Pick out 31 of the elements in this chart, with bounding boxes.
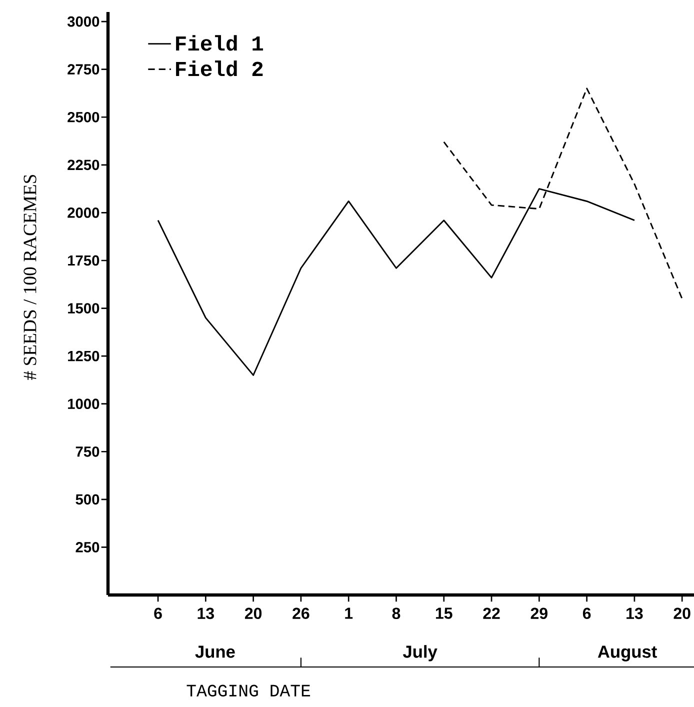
x-tick-label: 1 — [345, 608, 353, 619]
y-tick-label: 3000 — [67, 16, 100, 27]
x-tick-label: 26 — [292, 608, 310, 620]
text: June — [195, 646, 235, 658]
y-tick-label: 1500 — [68, 303, 100, 314]
x-axis-title: TAGGING DATE — [186, 684, 310, 696]
x-tick-label: 20 — [244, 608, 262, 620]
x-tick-label: 15 — [436, 608, 452, 619]
x-tick-label: 29 — [530, 608, 548, 620]
y-tick-label: 2250 — [68, 160, 100, 170]
y-axis-title: # SEEDS / 100 RACEMES — [24, 174, 36, 380]
x-tick-label: 8 — [392, 608, 400, 620]
y-tick-label: 750 — [76, 446, 100, 457]
x-tick-label: 22 — [483, 608, 500, 619]
y-tick-label: 1750 — [68, 255, 100, 266]
y-tick-label: 2000 — [68, 208, 100, 218]
text: July — [402, 645, 438, 662]
legend-label: Field 2 — [176, 60, 263, 76]
x-tick-label: 20 — [674, 608, 690, 620]
x-tick-label: 13 — [626, 608, 643, 620]
y-tick-label: 250 — [76, 542, 100, 552]
x-tick-label: 13 — [198, 608, 214, 620]
x-tick-label: 6 — [154, 608, 162, 620]
y-tick-label: 500 — [76, 494, 100, 505]
legend-label: Field 1 — [176, 35, 264, 51]
y-tick-label: 1000 — [68, 398, 100, 410]
y-tick-label: 1250 — [68, 350, 100, 362]
y-tick-label: 2500 — [68, 112, 100, 122]
x-tick-label: 6 — [582, 608, 591, 620]
y-tick-label: 2750 — [68, 64, 100, 75]
text: August — [598, 646, 657, 662]
